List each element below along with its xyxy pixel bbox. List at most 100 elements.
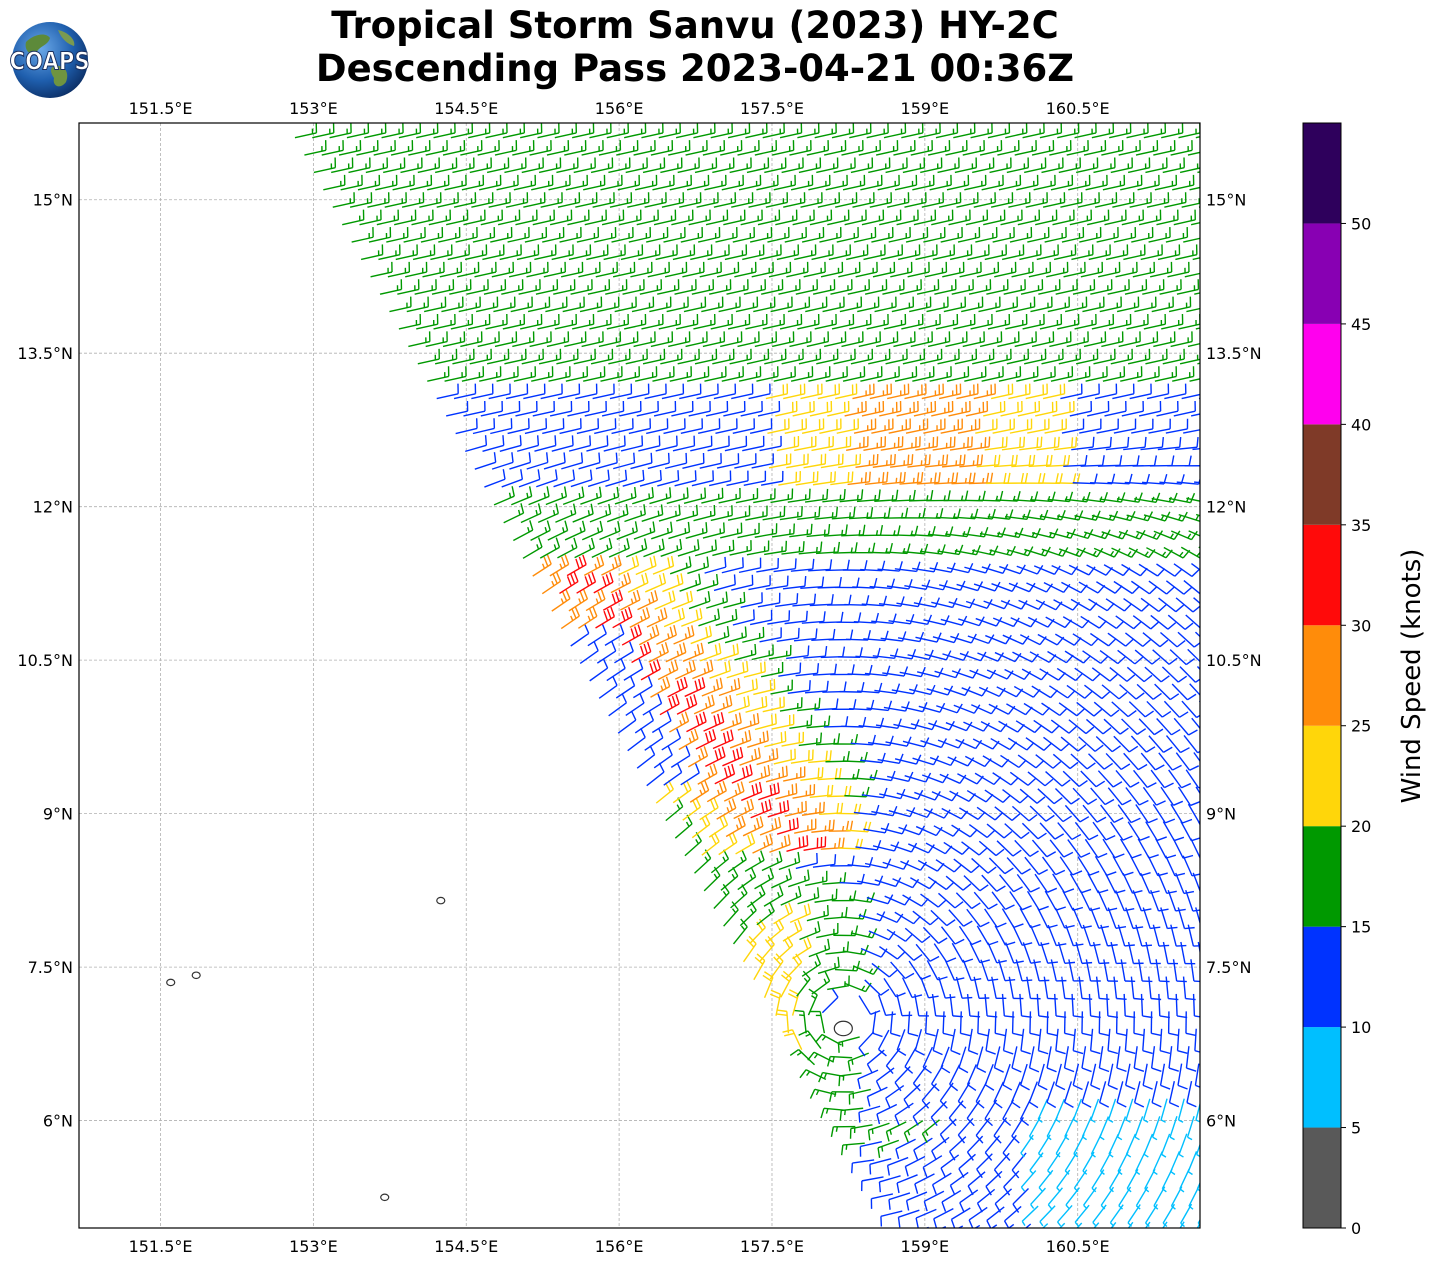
wind-barb [1108,1133,1119,1158]
wind-barb [1007,737,1035,751]
wind-barb [1109,123,1132,139]
wind-barb [663,762,683,786]
wind-barb [1072,907,1092,929]
wind-barb [1001,436,1026,451]
wind-barb [1019,993,1032,1018]
wind-barb [693,123,716,139]
wind-barb [762,971,774,999]
wind-barb [1075,348,1099,365]
wind-barb [975,227,998,243]
wind-barb [524,227,548,243]
wind-barb [806,140,830,156]
wind-barb [972,545,999,556]
wind-barb [725,815,746,838]
wind-barb [974,1224,981,1228]
wind-barb [520,503,542,524]
wind-barb [888,418,911,434]
wind-barb [1175,244,1198,261]
wind-barb [1115,890,1135,912]
wind-barb [1132,455,1158,467]
wind-barb [757,592,781,608]
wind-barb [1154,366,1178,382]
wind-barb [924,1011,936,1037]
wind-barb [745,505,768,521]
wind-barb [523,383,546,400]
wind-barb [1035,400,1058,417]
wind-barb [1173,717,1198,736]
wind-barb [581,331,604,348]
wind-barb [709,470,732,487]
wind-barb [915,632,942,643]
wind-barb [913,597,940,608]
wind-barb [474,452,497,470]
wind-barb [949,1136,967,1161]
wind-barb [970,123,993,139]
wind-barb [809,1010,826,1034]
wind-barb [965,209,989,226]
wind-barb [1099,492,1126,503]
wind-barb [902,157,926,174]
wind-barb [858,1105,881,1123]
wind-barb [551,589,571,612]
wind-barb [530,520,551,541]
colorbar-bin [1303,524,1341,626]
wind-barb [1170,530,1198,541]
wind-barb [1049,140,1072,156]
wind-barb [1183,237,1200,243]
wind-barb [545,486,568,506]
wind-barb [1033,565,1061,575]
wind-barb [715,608,738,627]
wind-barb [1204,297,1225,312]
wind-barb [1179,163,1200,174]
wind-barb [949,436,973,451]
wind-barb [783,192,806,208]
wind-barb [1115,1011,1127,1037]
wind-barb [623,314,647,330]
wind-barb [787,989,800,1016]
wind-barb [590,348,614,365]
wind-barb [1153,140,1176,156]
wind-barb [778,471,802,486]
colorbar-tick-label: 35 [1351,516,1371,535]
wind-barb [1017,400,1041,417]
wind-barb [1028,1046,1040,1073]
wind-barb [513,366,537,382]
wind-barb [864,471,889,486]
wind-barb [997,140,1020,156]
wind-barb [981,366,1004,382]
wind-barb [1160,1098,1168,1123]
wind-barb [923,808,951,819]
wind-barb [908,960,932,980]
wind-barb [1142,632,1169,648]
wind-barb [1102,838,1125,859]
wind-barb [528,105,549,120]
wind-barb [475,296,499,313]
wind-barb [1044,418,1067,434]
wind-barb [907,454,931,468]
wind-barb [721,174,744,191]
wind-barb [931,791,959,802]
wind-barb [1146,700,1172,718]
wind-barb [808,366,831,382]
wind-barb [479,366,502,382]
wind-barb [888,613,915,625]
lon-tick-label-bottom: 153°E [289,1237,338,1256]
wind-barb [364,123,387,139]
wind-barb [977,1011,988,1037]
wind-barb [896,1174,918,1194]
wind-barb [1077,856,1100,876]
wind-barb [885,157,908,174]
wind-barb [701,832,720,856]
wind-barb [778,851,801,871]
wind-barb [879,788,906,800]
wind-barb [694,348,718,365]
lat-tick-label-left: 9°N [43,805,73,824]
wind-barb [1083,140,1107,156]
wind-barb [943,296,967,313]
wind-barb [1201,580,1226,594]
wind-barb [1038,473,1063,485]
wind-barb [908,843,935,854]
wind-barb [963,721,991,732]
wind-barb [858,1031,875,1057]
wind-barb [1060,192,1083,208]
